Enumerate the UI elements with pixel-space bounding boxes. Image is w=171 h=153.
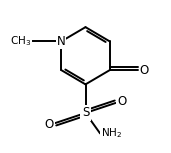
Text: NH$_2$: NH$_2$ xyxy=(101,126,122,140)
Text: O: O xyxy=(117,95,126,108)
Text: S: S xyxy=(82,106,89,119)
Text: O: O xyxy=(45,118,54,131)
Text: N: N xyxy=(57,35,65,48)
Text: CH$_3$: CH$_3$ xyxy=(10,35,31,48)
Text: O: O xyxy=(140,63,149,76)
